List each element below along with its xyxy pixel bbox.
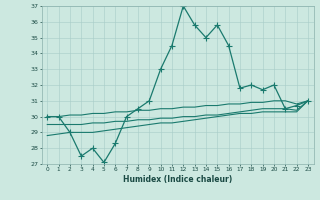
X-axis label: Humidex (Indice chaleur): Humidex (Indice chaleur) — [123, 175, 232, 184]
